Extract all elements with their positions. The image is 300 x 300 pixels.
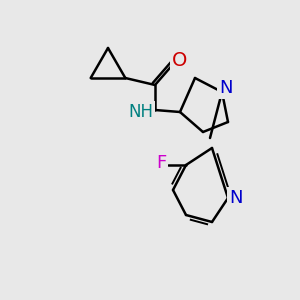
Text: F: F [156, 154, 166, 172]
Text: N: N [229, 189, 243, 207]
Text: N: N [219, 79, 233, 97]
Text: NH: NH [128, 103, 154, 121]
Text: O: O [172, 50, 188, 70]
